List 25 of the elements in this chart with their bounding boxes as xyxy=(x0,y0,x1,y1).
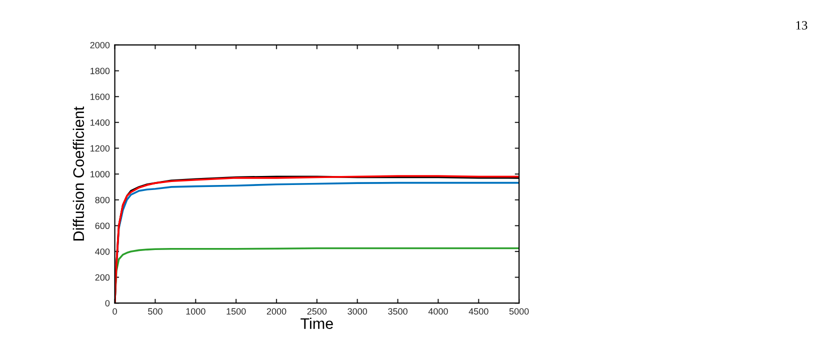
y-tick-label: 600 xyxy=(95,222,110,230)
x-tick-label: 500 xyxy=(148,308,162,315)
x-tick-label: 3500 xyxy=(388,308,408,315)
x-tick-label: 3000 xyxy=(348,308,368,315)
y-tick-label: 1200 xyxy=(90,145,110,152)
y-tick-label: 0 xyxy=(105,300,110,306)
y-tick-label: 800 xyxy=(95,196,110,204)
x-tick-label: 4000 xyxy=(428,308,448,315)
y-tick-label: 1800 xyxy=(90,68,110,74)
x-tick-label: 0 xyxy=(112,308,117,315)
y-tick-label: 200 xyxy=(95,274,110,281)
y-tick-label: 2000 xyxy=(90,42,110,48)
text: 13 xyxy=(796,21,808,30)
x-tick-label: 2500 xyxy=(307,308,327,315)
y-tick-label: 400 xyxy=(95,248,110,255)
x-tick-label: 1000 xyxy=(186,308,206,315)
y-tick-label: 1000 xyxy=(90,171,110,178)
x-tick-label: 2000 xyxy=(266,308,286,315)
x-tick-label: 4500 xyxy=(468,308,488,315)
y-tick-label: 1600 xyxy=(90,94,110,100)
x-tick-label: 5000 xyxy=(509,308,529,315)
x-tick-label: 1500 xyxy=(226,308,246,315)
x-axis-title: Time xyxy=(300,318,333,329)
y-axis-title: Diffusion Coefficient xyxy=(72,106,84,240)
y-tick-label: 1400 xyxy=(90,119,110,126)
